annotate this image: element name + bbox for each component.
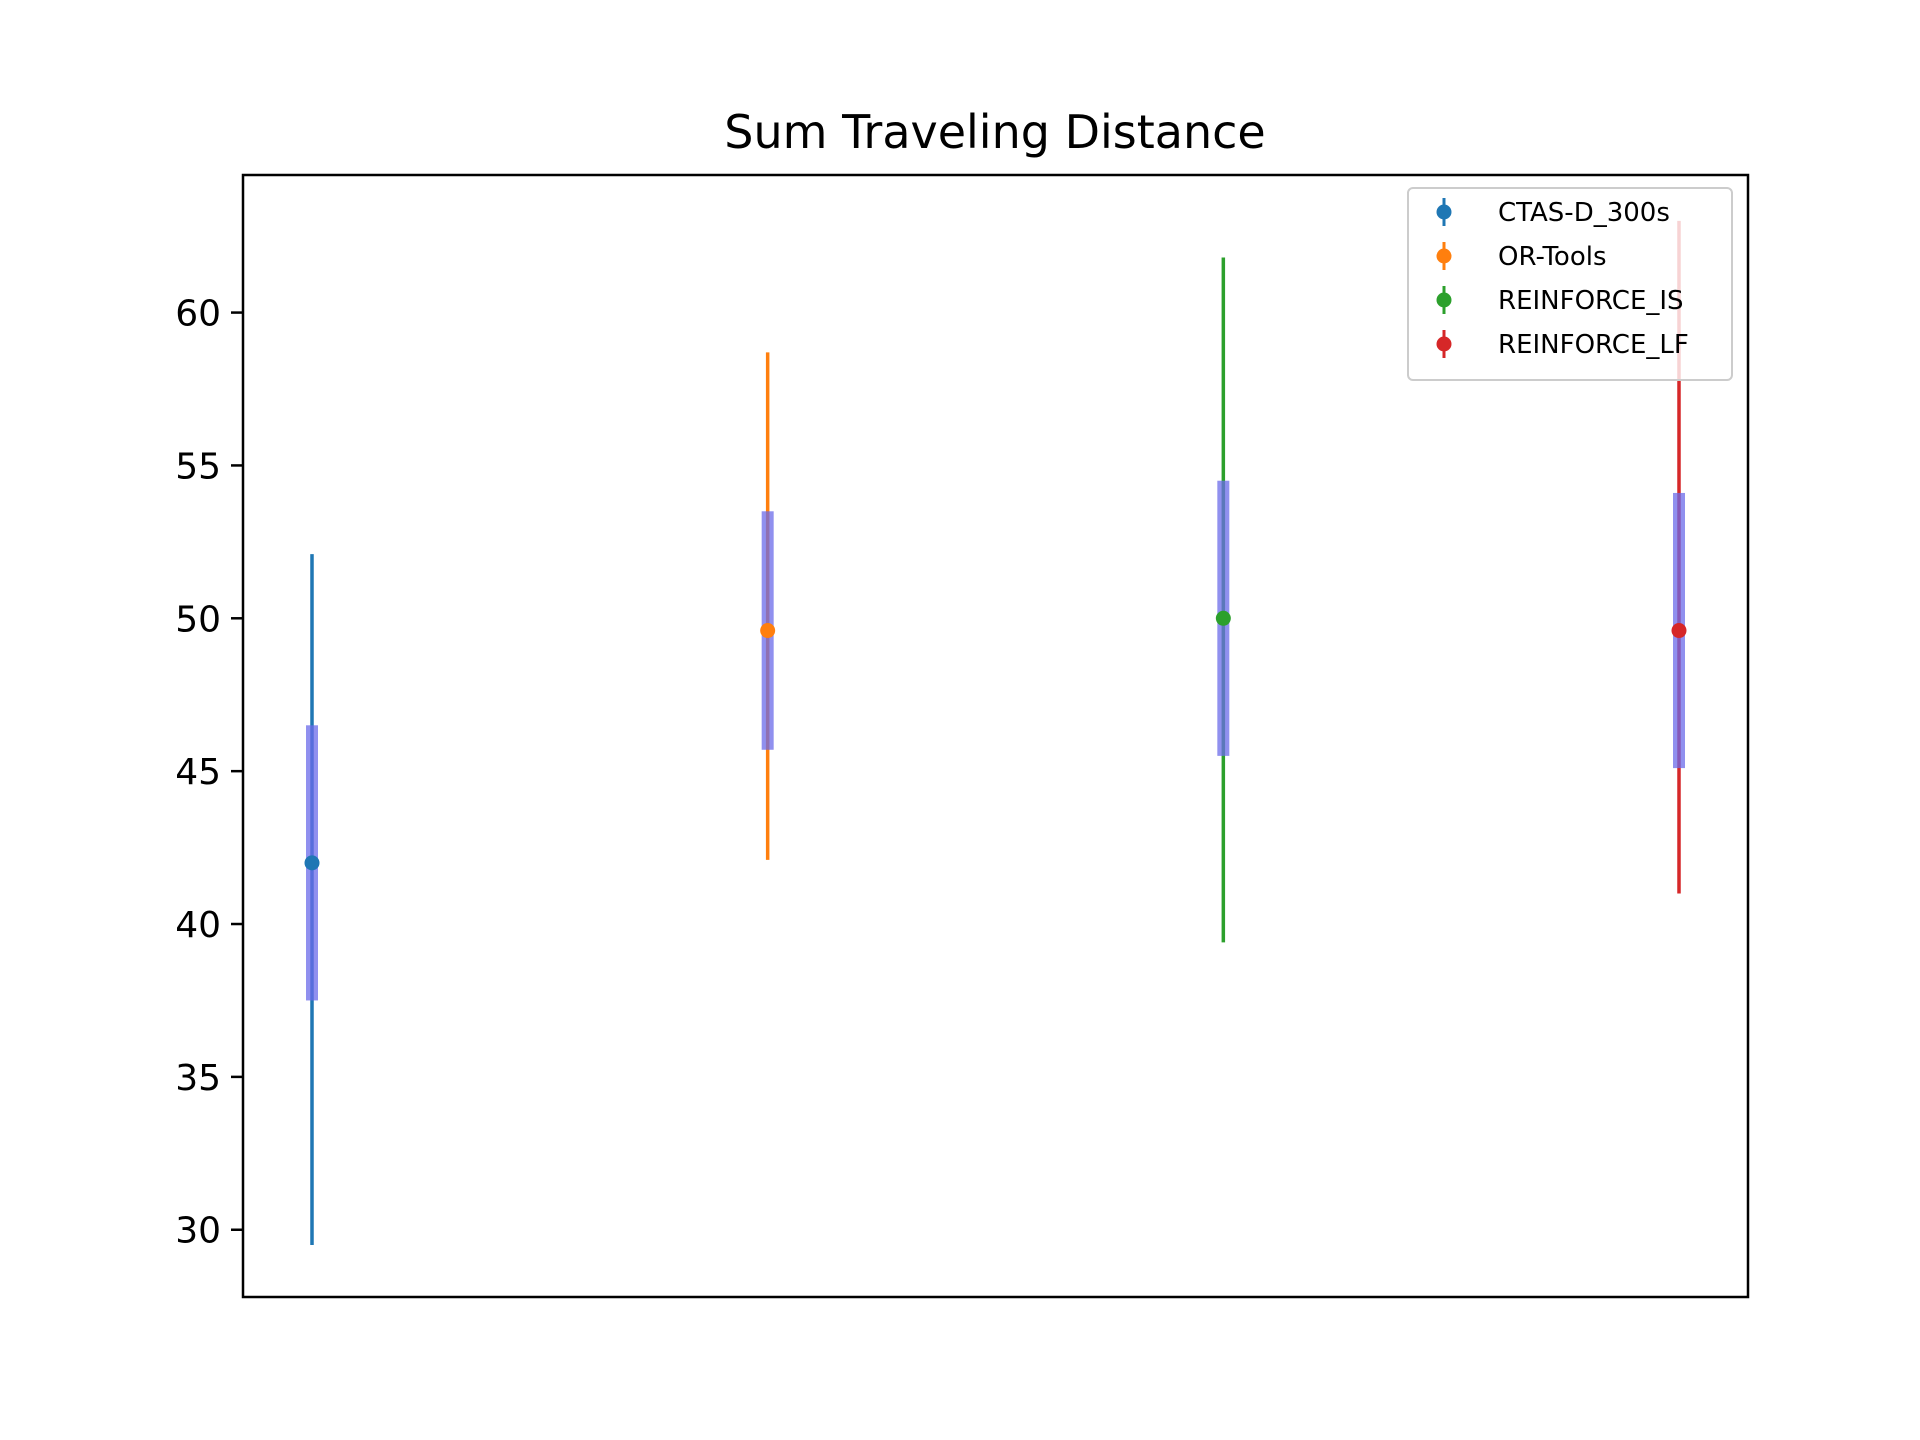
legend-label: REINFORCE_IS xyxy=(1498,286,1684,316)
legend-marker xyxy=(1436,204,1452,220)
y-axis: 30 35 40 45 50 55 60 xyxy=(175,294,243,1252)
y-tick-label: 60 xyxy=(175,294,221,335)
chart-title: Sum Traveling Distance xyxy=(724,105,1265,159)
legend-box xyxy=(1407,187,1733,381)
mean-point xyxy=(1215,610,1231,626)
legend: CTAS-D_300s OR-Tools REINFORCE_IS REINFORCE… xyxy=(1407,187,1733,381)
mean-point xyxy=(304,855,320,871)
mean-point xyxy=(1671,623,1687,639)
legend-label: OR-Tools xyxy=(1498,242,1607,272)
legend-marker xyxy=(1436,292,1452,308)
legend-label: CTAS-D_300s xyxy=(1498,198,1670,228)
mean-point xyxy=(760,623,776,639)
y-tick-label: 50 xyxy=(175,599,221,640)
legend-label: REINFORCE_LF xyxy=(1498,330,1689,360)
legend-marker xyxy=(1436,248,1452,264)
plot-frame xyxy=(241,173,1750,1299)
y-tick-label: 55 xyxy=(175,446,221,487)
y-tick-label: 30 xyxy=(175,1211,221,1252)
y-tick-label: 35 xyxy=(175,1058,221,1099)
y-tick-label: 45 xyxy=(175,752,221,793)
y-tick-label: 40 xyxy=(175,905,221,946)
legend-marker xyxy=(1436,336,1452,352)
